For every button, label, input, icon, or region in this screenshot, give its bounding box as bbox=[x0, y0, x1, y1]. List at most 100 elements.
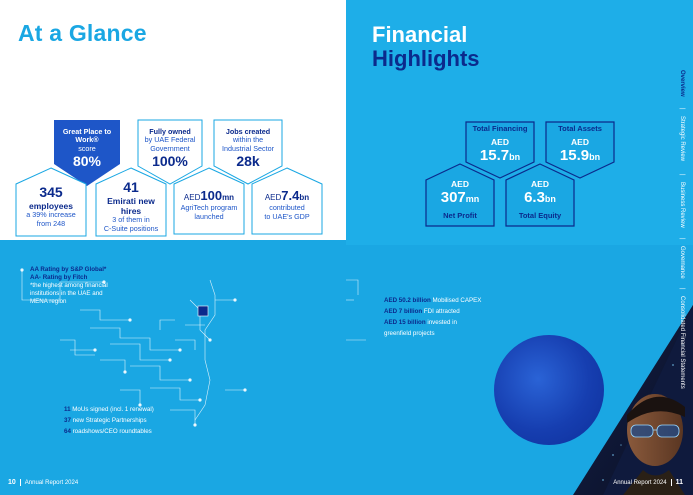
left-bottom-section bbox=[0, 240, 346, 495]
roadshows-line: 64 roadshows/CEO roundtables bbox=[64, 426, 154, 437]
nav-governance[interactable]: Governance bbox=[679, 246, 685, 279]
page-title: At a Glance bbox=[18, 20, 147, 46]
fdi-value: AED 7 billion bbox=[384, 308, 423, 315]
net-profit-currency: AED bbox=[451, 178, 469, 189]
total-assets-value: 15.9 bbox=[559, 147, 590, 164]
gptw-line3: score bbox=[78, 143, 96, 153]
hex-jobs-created: Jobs created within the Industrial Secto… bbox=[212, 112, 284, 186]
financial-highlights-title: Financial Highlights bbox=[372, 23, 480, 71]
gdp-value: 7.4 bbox=[281, 188, 300, 203]
net-profit-unit: mn bbox=[465, 193, 480, 204]
total-equity-unit: bn bbox=[544, 193, 556, 204]
employees-label: employees bbox=[29, 201, 73, 211]
gptw-value: 80% bbox=[72, 153, 102, 170]
footer-divider bbox=[670, 479, 672, 486]
rating-note-3: MENA region bbox=[30, 298, 67, 305]
hex-fully-owned: Fully owned by UAE Federal Government 10… bbox=[136, 112, 204, 186]
title-line-1: Financial bbox=[372, 22, 468, 47]
title-line-2: Highlights bbox=[372, 46, 480, 71]
roadshows-count: 64 bbox=[64, 428, 71, 435]
nav-financial-statements[interactable]: Consolidated Financial Statements bbox=[679, 296, 685, 389]
net-profit-value: 307 bbox=[440, 188, 466, 206]
roadshows-text: roadshows/CEO roundtables bbox=[72, 428, 152, 435]
hex-total-assets: Total Assets AED 15.9bn bbox=[544, 114, 616, 180]
nav-divider-4: | bbox=[679, 288, 685, 290]
agritech-currency: AED bbox=[183, 193, 201, 202]
partnerships-text: new Strategic Partnerships bbox=[72, 417, 147, 424]
net-profit-label: Net Profit bbox=[443, 210, 477, 220]
fully-owned-line2: by UAE Federal bbox=[144, 135, 196, 145]
nav-business-review[interactable]: Business Review bbox=[679, 182, 685, 228]
person-photo bbox=[573, 305, 693, 495]
fdi-text: FDI attracted bbox=[423, 308, 460, 315]
rating-note-2: institutions in the UAE and bbox=[30, 290, 103, 297]
employees-value: 345 bbox=[39, 184, 63, 200]
page-number-right: 11 bbox=[675, 479, 683, 486]
total-equity-currency: AED bbox=[531, 178, 549, 189]
capex-block: AED 50.2 billion Mobilised CAPEX AED 7 b… bbox=[384, 295, 481, 339]
section-nav: Overview | Strategic Review | Business R… bbox=[675, 70, 687, 389]
fully-owned-line1: Fully owned bbox=[149, 126, 191, 136]
ratings-block: AA Rating by S&P Global* AA- Rating by F… bbox=[30, 266, 108, 306]
total-financing-unit: bn bbox=[509, 152, 521, 162]
nav-overview[interactable]: Overview bbox=[679, 70, 685, 97]
right-footer: Annual Report 2024 11 bbox=[613, 479, 683, 486]
employees-line2: from 248 bbox=[36, 218, 66, 228]
emirati-line1: 3 of them in bbox=[112, 215, 150, 224]
jobs-value: 28k bbox=[236, 153, 260, 170]
hex-great-place-to-work: Great Place to Work® score 80% bbox=[54, 112, 120, 186]
jobs-line3: Industrial Sector bbox=[222, 143, 274, 153]
nav-divider-1: | bbox=[679, 108, 685, 110]
circuit-lines-right bbox=[346, 279, 366, 341]
capex-line: AED 50.2 billion Mobilised CAPEX bbox=[384, 295, 481, 306]
agritech-line2: launched bbox=[194, 211, 224, 221]
partnerships-count: 37 bbox=[64, 417, 71, 424]
mous-count: 11 bbox=[64, 406, 71, 413]
fully-owned-line3: Government bbox=[150, 143, 190, 153]
jobs-line2: within the bbox=[232, 135, 264, 145]
hex-agritech: AED100mn AgriTech program launched bbox=[172, 166, 246, 236]
hex-total-equity: AED 6.3bn Total Equity bbox=[504, 162, 576, 228]
greenfield-value: AED 15 billion bbox=[384, 319, 426, 326]
page-number-left: 10 bbox=[8, 479, 16, 486]
employees-line1: a 39% increase bbox=[26, 210, 76, 219]
agritech-unit: mn bbox=[222, 193, 235, 202]
mous-line: 11 MoUs signed (incl. 1 renewal) bbox=[64, 404, 154, 415]
mous-text: MoUs signed (incl. 1 renewal) bbox=[72, 406, 154, 413]
agritech-line1: AgriTech program bbox=[180, 203, 238, 212]
rating-fitch: AA- Rating by Fitch bbox=[30, 274, 88, 281]
fdi-line: AED 7 billion FDI attracted bbox=[384, 306, 481, 317]
agritech-value: 100 bbox=[200, 188, 223, 203]
total-equity-value: 6.3 bbox=[524, 188, 545, 206]
left-footer: 10 Annual Report 2024 bbox=[8, 479, 78, 486]
nav-divider-3: | bbox=[679, 238, 685, 240]
greenfield-line: AED 15 billion invested in bbox=[384, 317, 481, 328]
blue-circle-decoration bbox=[494, 335, 604, 445]
nav-strategic-review[interactable]: Strategic Review bbox=[679, 116, 685, 162]
total-assets-label: Total Assets bbox=[558, 124, 602, 133]
greenfield-text-a: invested in bbox=[427, 319, 457, 326]
gptw-line1: Great Place to bbox=[62, 126, 112, 136]
gdp-line1: contributed bbox=[269, 203, 305, 212]
capex-text: Mobilised CAPEX bbox=[432, 297, 482, 304]
rating-sp: AA Rating by S&P Global* bbox=[30, 266, 107, 273]
fully-owned-value: 100% bbox=[152, 153, 188, 170]
footer-divider bbox=[19, 479, 21, 486]
right-page: Financial Highlights Total Financing AED… bbox=[346, 0, 693, 495]
total-financing-currency: AED bbox=[491, 137, 509, 147]
gdp-unit: bn bbox=[299, 193, 310, 202]
report-label-left: Annual Report 2024 bbox=[24, 479, 79, 486]
total-assets-unit: bn bbox=[589, 152, 601, 162]
gptw-line2: Work® bbox=[75, 135, 99, 145]
report-label-right: Annual Report 2024 bbox=[613, 479, 667, 486]
partnerships-block: 11 MoUs signed (incl. 1 renewal) 37 new … bbox=[64, 404, 154, 437]
total-financing-label: Total Financing bbox=[472, 124, 528, 133]
hex-total-financing: Total Financing AED 15.7bn bbox=[464, 114, 536, 180]
hex-net-profit: AED 307mn Net Profit bbox=[424, 162, 496, 228]
emirati-line2: C-Suite positions bbox=[103, 223, 159, 233]
nav-divider-2: | bbox=[679, 174, 685, 176]
greenfield-text-b: greenfield projects bbox=[384, 330, 435, 337]
emirati-label: Emirati new hires bbox=[107, 196, 155, 216]
emirati-value: 41 bbox=[123, 179, 139, 195]
uae-circuit-map bbox=[20, 268, 247, 427]
